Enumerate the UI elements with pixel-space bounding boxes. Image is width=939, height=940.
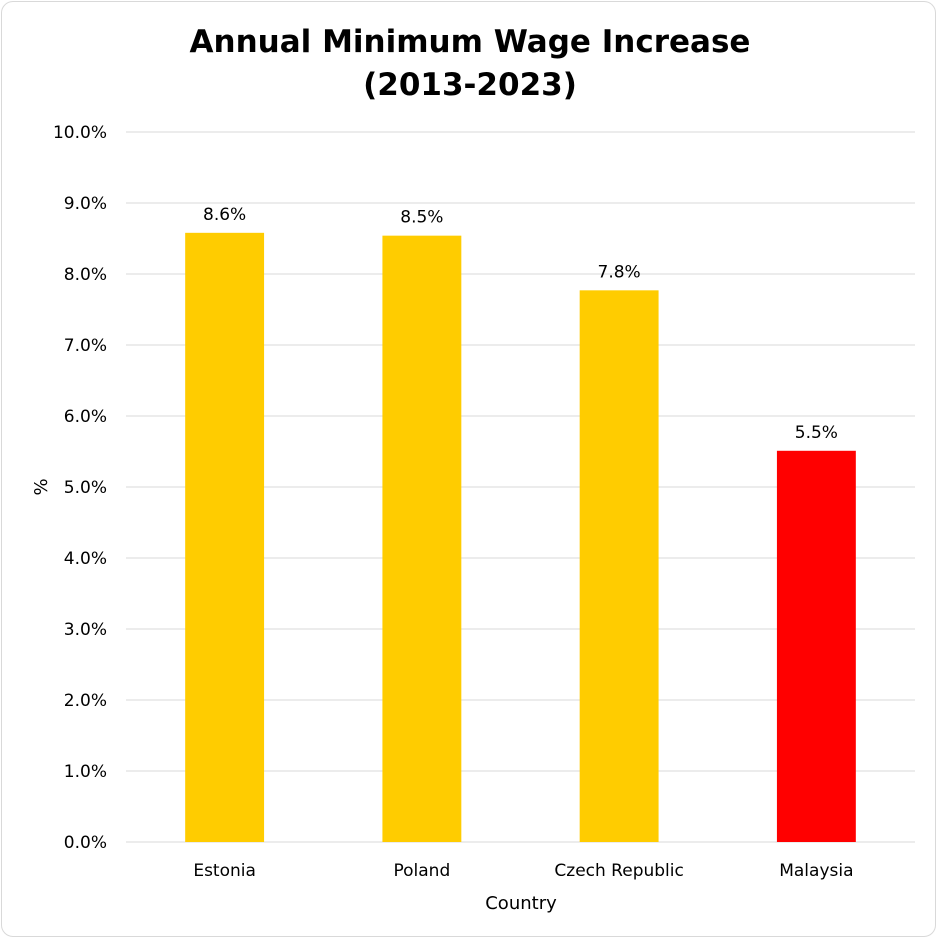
x-tick-label: Malaysia	[779, 861, 853, 881]
bar-czech-republic	[579, 290, 659, 843]
y-tick-label: 3.0%	[64, 620, 107, 640]
data-label: 8.6%	[203, 205, 246, 225]
x-axis-tick-labels: Estonia Poland Czech Republic Malaysia	[193, 861, 853, 881]
chart-title-line-1: Annual Minimum Wage Increase	[190, 24, 751, 60]
y-tick-label: 4.0%	[64, 549, 107, 569]
x-tick-label: Poland	[393, 861, 450, 881]
bar-malaysia	[776, 450, 856, 842]
y-tick-label: 8.0%	[64, 265, 107, 285]
y-tick-label: 6.0%	[64, 407, 107, 427]
data-labels: 8.6% 8.5% 7.8% 5.5%	[203, 205, 838, 443]
bars	[185, 232, 856, 843]
y-tick-label: 5.0%	[64, 478, 107, 498]
y-axis-title: %	[31, 478, 52, 495]
x-axis-title: Country	[485, 893, 557, 914]
x-tick-label: Estonia	[193, 861, 256, 881]
x-tick-label: Czech Republic	[554, 861, 683, 881]
data-label: 5.5%	[795, 423, 838, 443]
y-tick-label: 9.0%	[64, 194, 107, 214]
chart-title-line-2: (2013-2023)	[363, 67, 577, 103]
y-axis-tick-labels: 0.0% 1.0% 2.0% 3.0% 4.0% 5.0% 6.0% 7.0% 8.0% 9.0%…	[53, 123, 107, 853]
y-tick-label: 7.0%	[64, 336, 107, 356]
bar-estonia	[185, 232, 265, 842]
bar-poland	[382, 235, 462, 842]
data-label: 7.8%	[598, 262, 641, 282]
data-label: 8.5%	[400, 208, 443, 228]
y-tick-label: 2.0%	[64, 691, 107, 711]
y-tick-label: 0.0%	[64, 833, 107, 853]
y-tick-label: 10.0%	[53, 123, 107, 143]
y-tick-label: 1.0%	[64, 762, 107, 782]
chart-title: Annual Minimum Wage Increase (2013-2023)	[190, 24, 751, 103]
